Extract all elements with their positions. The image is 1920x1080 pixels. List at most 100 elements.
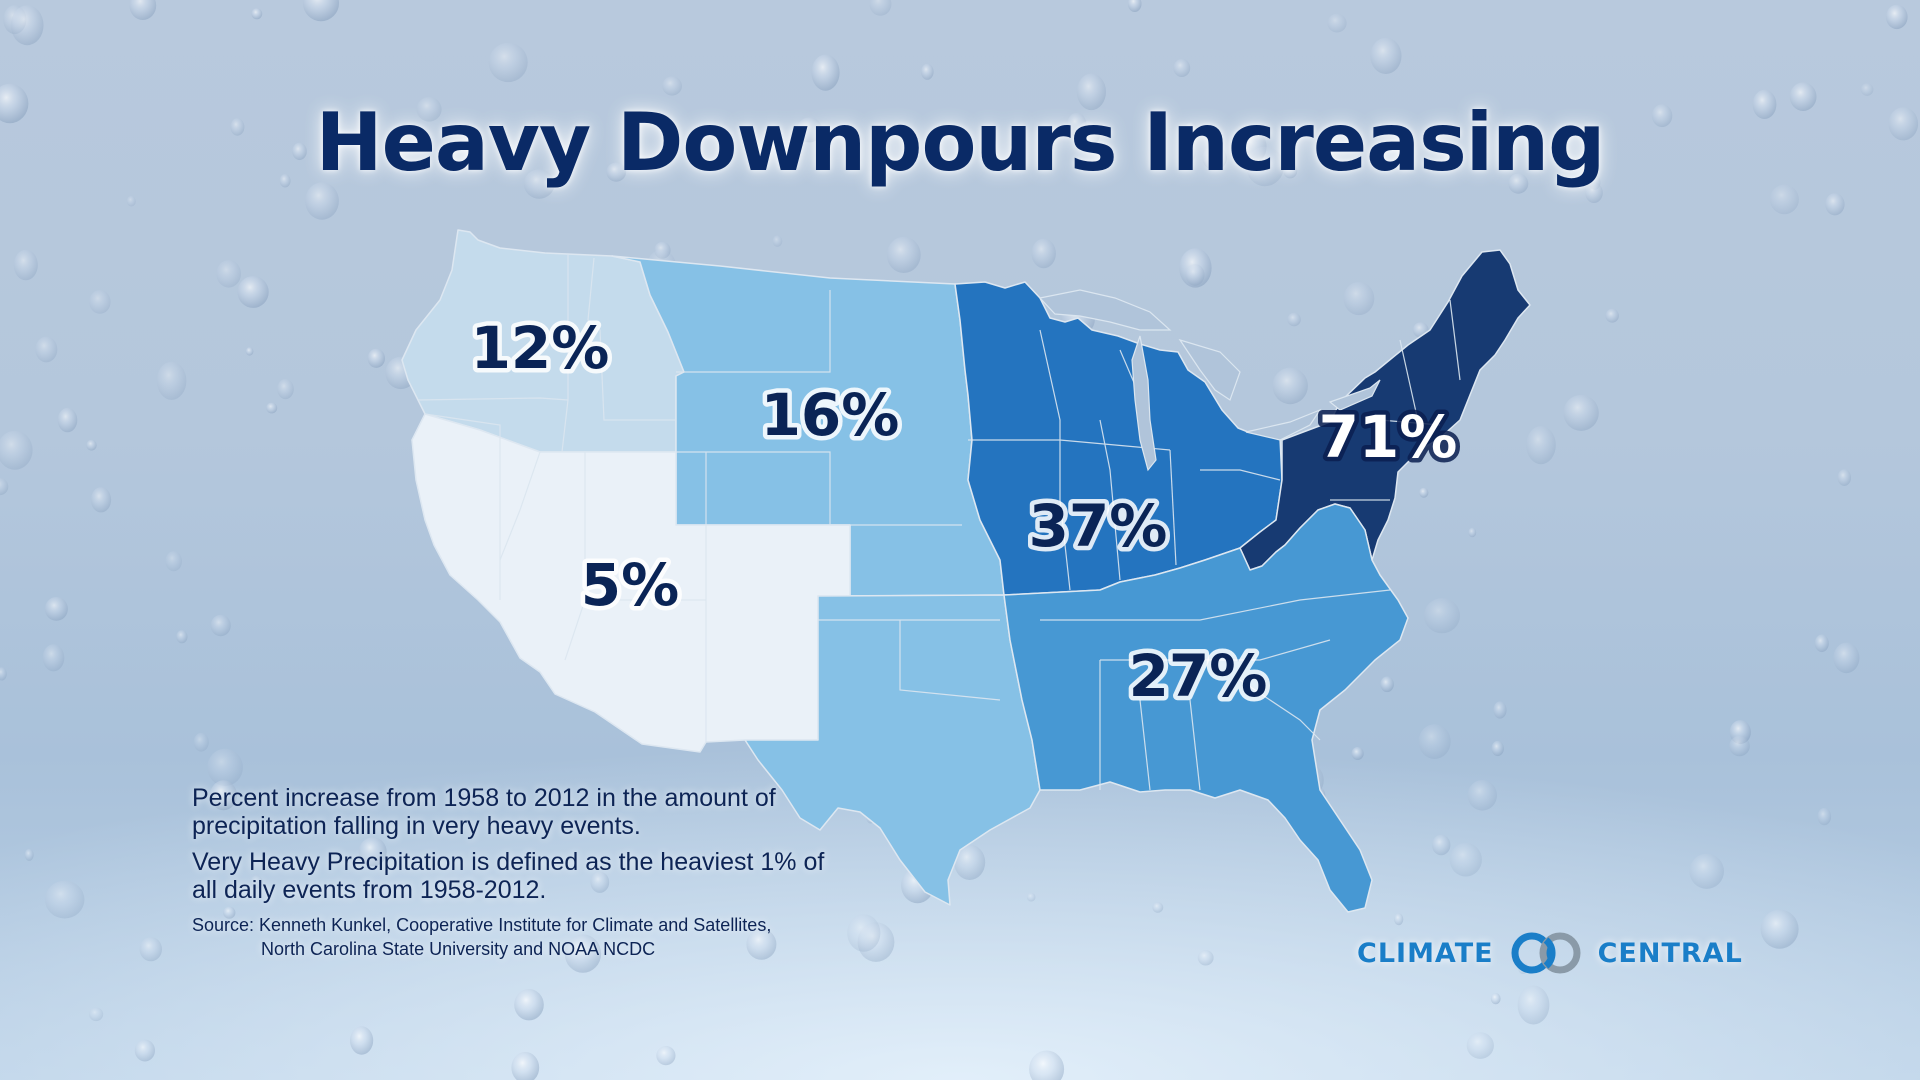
logo-text-climate: CLIMATE <box>1357 937 1494 969</box>
great-lakes <box>1038 289 1381 472</box>
label-southeast: 27% <box>1129 642 1268 710</box>
raindrop <box>1424 598 1460 634</box>
raindrop <box>1729 735 1750 757</box>
raindrop <box>193 732 209 752</box>
map-notes: Percent increase from 1958 to 2012 in th… <box>192 784 872 960</box>
region-southeast <box>1003 503 1409 913</box>
raindrop <box>0 83 29 124</box>
raindrop <box>89 290 111 314</box>
raindrop <box>44 880 85 919</box>
raindrop <box>1283 162 1298 179</box>
raindrop <box>210 780 237 811</box>
raindrop <box>10 5 44 46</box>
raindrop <box>13 249 38 281</box>
raindrop <box>606 162 627 182</box>
logo-text-central: CENTRAL <box>1597 937 1743 969</box>
raindrop <box>1076 73 1106 111</box>
raindrop <box>796 117 823 143</box>
raindrop <box>176 630 188 644</box>
raindrop <box>1817 807 1832 826</box>
raindrop <box>1493 701 1507 719</box>
raindrop <box>421 160 431 171</box>
source-line-2: North Carolina State University and NOAA… <box>261 939 656 959</box>
raindrop <box>367 348 385 368</box>
raindrop <box>590 871 610 893</box>
raindrop <box>245 347 254 356</box>
raindrop <box>626 115 638 129</box>
raindrop <box>305 182 339 220</box>
raindrop <box>216 260 241 288</box>
raindrop <box>358 837 387 867</box>
raindrop <box>292 142 307 161</box>
raindrop <box>1351 747 1364 760</box>
raindrop <box>523 169 555 199</box>
raindrop <box>1183 145 1196 162</box>
raindrop <box>1152 902 1164 913</box>
raindrop <box>35 336 58 363</box>
state-borders <box>417 255 1461 791</box>
raindrop <box>869 0 892 16</box>
raindrop <box>303 0 339 22</box>
raindrop <box>1173 59 1191 77</box>
raindrop <box>1825 193 1845 216</box>
raindrop <box>1380 676 1394 693</box>
raindrop <box>847 914 881 952</box>
raindrop <box>511 1052 540 1080</box>
raindrop <box>662 76 682 96</box>
raindrop <box>1860 83 1874 96</box>
label-midwest: 37% <box>1029 492 1168 560</box>
raindrop <box>514 989 544 1021</box>
raindrop <box>350 1026 374 1055</box>
raindrop <box>1394 913 1404 926</box>
raindrop <box>1605 308 1619 323</box>
raindrop <box>89 1007 104 1022</box>
raindrop <box>1419 487 1429 498</box>
raindrop <box>24 848 34 861</box>
raindrop <box>207 748 243 787</box>
raindrop <box>0 667 7 681</box>
raindrop <box>0 478 9 496</box>
label-northwest: 12% <box>471 314 610 382</box>
raindrop <box>1752 89 1777 119</box>
raindrop <box>1184 122 1197 137</box>
raindrop <box>1466 1032 1494 1059</box>
label-northeast: 71% <box>1319 403 1458 471</box>
raindrop <box>134 1039 155 1062</box>
raindrop <box>1886 4 1908 30</box>
raindrop <box>1508 173 1529 194</box>
raindrop <box>1449 842 1482 877</box>
raindrop <box>1467 780 1498 811</box>
note-percent-increase: Percent increase from 1958 to 2012 in th… <box>192 784 776 840</box>
raindrop <box>1272 367 1308 405</box>
raindrop <box>1026 892 1036 902</box>
raindrop <box>954 844 986 880</box>
raindrop <box>1031 238 1056 269</box>
raindrop <box>1585 182 1603 203</box>
raindrop <box>1077 120 1101 147</box>
raindrop <box>86 439 97 451</box>
raindrop <box>1185 264 1205 286</box>
raindrop <box>1029 1050 1065 1080</box>
raindrop <box>251 8 263 20</box>
raindrop <box>1689 853 1724 889</box>
raindrop <box>165 551 182 572</box>
raindrop <box>811 54 840 91</box>
raindrop <box>230 118 245 136</box>
raindrop <box>746 928 777 960</box>
raindrop <box>886 236 921 273</box>
raindrop <box>250 875 263 889</box>
raindrop <box>223 906 236 919</box>
raindrop <box>57 407 78 433</box>
raindrop <box>1343 281 1375 316</box>
climate-central-logo: CLIMATE CENTRAL <box>1357 928 1743 978</box>
raindrop <box>237 276 269 308</box>
source-line-1: Source: Kenneth Kunkel, Cooperative Inst… <box>192 915 772 935</box>
raindrop <box>1327 13 1347 33</box>
raindrop <box>42 644 65 672</box>
raindrop <box>488 42 528 83</box>
raindrop <box>139 937 162 962</box>
raindrop <box>1491 740 1504 757</box>
raindrop <box>266 402 278 414</box>
raindrop <box>1432 834 1451 856</box>
